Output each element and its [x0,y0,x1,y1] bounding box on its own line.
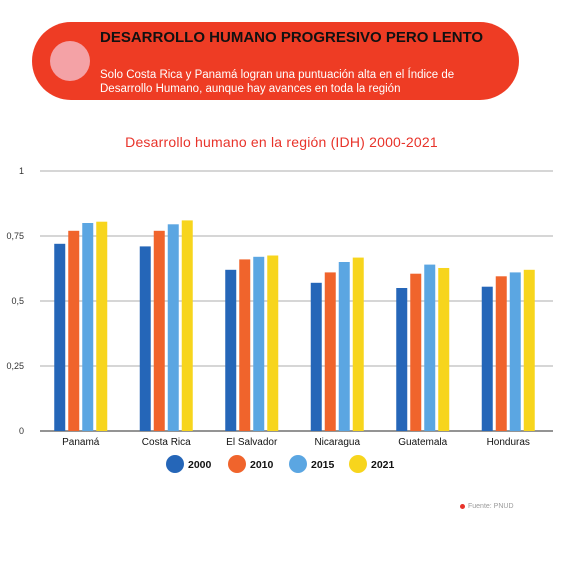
legend-swatch-2000 [166,455,184,473]
bar-2010 [239,259,251,431]
legend-swatch-2015 [289,455,307,473]
y-tick-label: 0 [19,426,24,436]
x-tick-label: Costa Rica [142,437,191,448]
y-tick-label: 0,5 [11,296,24,306]
bar-2015 [253,256,265,431]
chart-title: Desarrollo humano en la región (IDH) 200… [125,134,438,150]
banner-circle-icon [50,41,90,81]
x-tick-label: Nicaragua [314,437,360,448]
y-tick-label: 0,25 [6,361,24,371]
legend-label: 2015 [311,459,335,471]
bar-2015 [509,272,521,431]
bar-2000 [54,243,66,431]
banner-subtitle: Solo Costa Rica y Panamá logran una punt… [100,69,455,95]
legend-label: 2021 [371,459,395,471]
source-dot-icon [460,503,465,509]
header-banner [32,22,519,100]
y-tick-label: 0,75 [6,231,24,241]
bar-2015 [167,224,179,431]
x-tick-label: Panamá [62,437,100,448]
banner-title: DESARROLLO HUMANO PROGRESIVO PERO LENTO [100,29,484,46]
x-tick-label: El Salvador [226,437,278,448]
bar-2015 [338,262,350,431]
bar-2000 [225,269,237,431]
bar-2021 [438,267,450,431]
bar-2021 [181,220,193,431]
bar-2021 [267,255,279,431]
y-tick-label: 1 [19,166,24,176]
bar-2010 [68,230,80,431]
bar-2015 [424,264,436,431]
bar-2010 [495,276,507,431]
legend-label: 2000 [188,459,212,471]
bar-2021 [352,257,364,431]
bar-2000 [481,286,493,431]
bar-2000 [139,246,151,431]
bar-2000 [396,288,408,431]
bar-2000 [310,282,322,431]
x-tick-label: Honduras [487,437,530,448]
source-text: Fuente: PNUD [468,503,514,510]
source-note: Fuente: PNUD [460,503,514,510]
bar-2010 [324,272,336,431]
legend-label: 2010 [250,459,274,471]
bar-2021 [523,269,535,431]
x-tick-label: Guatemala [398,437,447,448]
legend-swatch-2010 [228,455,246,473]
bar-2010 [410,273,422,431]
legend-swatch-2021 [349,455,367,473]
bar-2021 [96,221,108,431]
bar-2015 [82,223,94,431]
bar-2010 [153,230,165,431]
